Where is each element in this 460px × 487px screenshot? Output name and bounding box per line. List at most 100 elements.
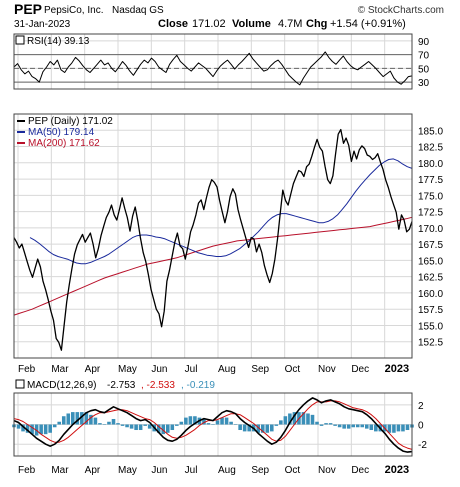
macd-histogram-bar <box>392 424 396 433</box>
macd-histogram-bar <box>52 424 57 428</box>
month-tick-label: Nov <box>318 364 336 375</box>
macd-histogram-bar <box>238 424 242 431</box>
macd-histogram-bar <box>283 416 288 425</box>
price-panel: 152.5 155.0 157.5 160.0 162.5 165.0 167.5 170.0… <box>13 113 443 359</box>
month-tick-label: Mar <box>51 364 69 375</box>
month-tick-label: Jul <box>185 465 198 476</box>
macd-histogram-bar <box>220 417 224 425</box>
month-axis-top: Feb Mar Apr May Jun Jul Aug Sep Oct Nov Dec 2023 <box>18 363 409 375</box>
macd-histogram-bar <box>107 421 111 425</box>
rsi-tick-label: 50 <box>418 64 430 75</box>
exchange-name: Nasdaq GS <box>112 5 164 16</box>
macd-histogram-bar <box>270 424 274 432</box>
macd-tick-label: 0 <box>418 421 424 432</box>
macd-histogram-bar <box>179 421 184 425</box>
month-tick-label: 2023 <box>385 363 409 375</box>
price-tick-label: 157.5 <box>418 305 443 316</box>
month-tick-label: Dec <box>351 465 369 476</box>
macd-histogram-bar <box>93 417 98 425</box>
macd-histogram-bar <box>48 424 52 433</box>
macd-tick-label: -2 <box>418 440 427 451</box>
macd-histogram-bar <box>21 424 25 432</box>
macd-histogram-bar <box>30 424 34 435</box>
macd-histogram-bar <box>360 424 365 428</box>
ticker-symbol: PEP <box>14 1 42 17</box>
macd-histogram-bar <box>342 424 346 429</box>
macd-legend-swatch <box>15 379 25 389</box>
macd-histogram-bar <box>274 424 279 426</box>
price-tick-label: 170.0 <box>418 224 443 235</box>
ma200-line <box>13 216 413 316</box>
macd-histogram-bar <box>306 413 310 425</box>
macd-panel: -2 0 2 MACD(12,26,9) -2.753 , -2.533 , -0.219 <box>12 379 427 457</box>
macd-histogram-bar <box>75 412 80 425</box>
month-tick-label: Aug <box>218 465 236 476</box>
macd-histogram-bar <box>256 424 261 433</box>
macd-histogram-bar <box>337 424 342 428</box>
macd-histogram-bar <box>242 424 247 432</box>
macd-histogram-bar <box>374 424 378 432</box>
month-tick-label: Oct <box>285 465 301 476</box>
macd-histogram-bar <box>211 424 215 425</box>
rsi-tick-label: 30 <box>418 78 430 89</box>
macd-histogram-bar <box>324 423 328 425</box>
month-tick-label: Oct <box>285 364 301 375</box>
macd-histogram-bar <box>260 424 265 433</box>
macd-histogram-bar <box>405 424 410 431</box>
month-tick-label: May <box>118 465 137 476</box>
month-tick-label: Feb <box>18 364 36 375</box>
price-line <box>13 128 413 351</box>
rsi-tick-label: 70 <box>418 51 430 62</box>
macd-histogram-bar <box>396 424 401 432</box>
month-tick-label: Jun <box>151 465 167 476</box>
price-tick-label: 167.5 <box>418 240 443 251</box>
macd-legend-prefix: MACD(12,26,9) <box>27 380 96 391</box>
macd-histogram-bar <box>215 420 220 425</box>
volume-label: Volume <box>232 18 271 30</box>
month-tick-label: 2023 <box>385 464 409 476</box>
month-tick-label: Nov <box>318 465 336 476</box>
macd-histogram-bar <box>265 424 270 433</box>
volume-value: 4.7M <box>278 18 302 30</box>
month-tick-label: Jul <box>185 364 198 375</box>
macd-histogram-bar <box>89 414 93 425</box>
macd-histogram-bar <box>39 424 43 435</box>
macd-histogram-bar <box>369 424 374 431</box>
macd-tick-label: 2 <box>418 401 424 412</box>
price-tick-label: 152.5 <box>418 338 443 349</box>
macd-histogram-bar <box>233 424 238 425</box>
macd-histogram-bar <box>364 424 369 429</box>
macd-histogram-bar <box>401 424 405 432</box>
price-tick-label: 177.5 <box>418 175 443 186</box>
macd-histogram-bar <box>102 424 107 425</box>
company-name: PepsiCo, Inc. <box>44 5 103 16</box>
month-tick-label: Sep <box>251 364 269 375</box>
macd-histogram-bar <box>120 424 125 426</box>
ma50-line <box>29 158 413 265</box>
price-legend-entry: PEP (Daily) 171.02 <box>28 116 113 127</box>
macd-histogram-bar <box>193 416 197 425</box>
macd-histogram-bar <box>125 424 129 428</box>
macd-legend-signal: , -2.533 <box>141 380 175 391</box>
macd-histogram-bar <box>301 412 306 425</box>
macd-histogram-bar <box>175 424 179 426</box>
rsi-tick-label: 90 <box>418 37 430 48</box>
macd-histogram-bar <box>315 421 319 425</box>
rsi-frame <box>13 33 413 90</box>
month-tick-label: May <box>118 364 137 375</box>
macd-legend-value: -2.753 <box>107 380 136 391</box>
price-tick-label: 165.0 <box>418 256 443 267</box>
macd-legend-hist: , -0.219 <box>181 380 215 391</box>
chg-label: Chg <box>306 18 327 30</box>
macd-histogram-bar <box>170 424 175 431</box>
rsi-legend: RSI(14) 39.13 <box>27 36 90 47</box>
month-tick-label: Jun <box>151 364 167 375</box>
macd-histogram-bar <box>351 424 355 428</box>
close-value: 171.02 <box>192 18 226 30</box>
month-tick-label: Dec <box>351 364 369 375</box>
macd-histogram-bar <box>84 412 89 425</box>
macd-histogram-bar <box>188 416 193 425</box>
macd-histogram-bar <box>80 412 84 425</box>
macd-histogram-bar <box>328 423 333 425</box>
macd-histogram-bar <box>224 417 229 425</box>
